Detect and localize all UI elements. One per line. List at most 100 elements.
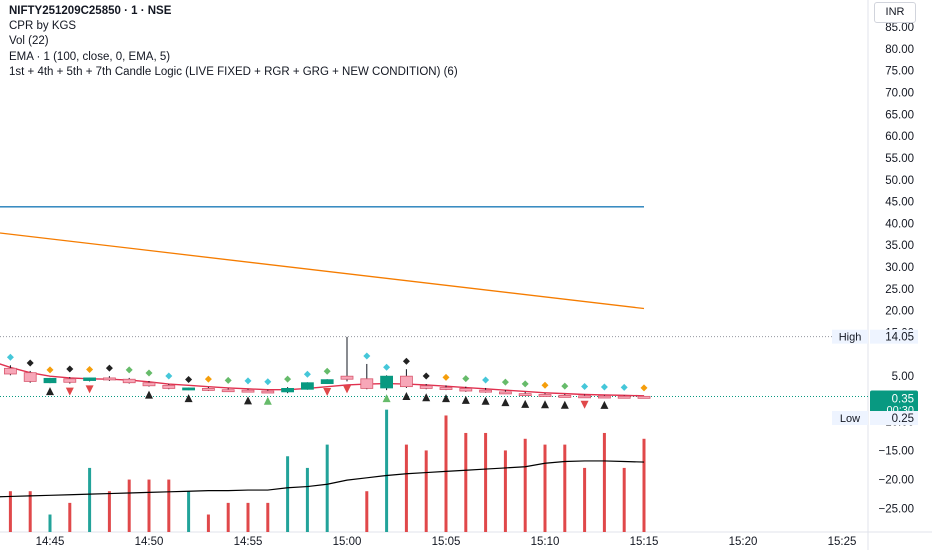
volume-bar bbox=[8, 491, 12, 532]
candle-body bbox=[498, 391, 512, 395]
volume-bar bbox=[444, 415, 448, 532]
candle-body bbox=[479, 389, 493, 393]
last-price-tag bbox=[870, 390, 918, 417]
time-tick-label: 14:50 bbox=[135, 536, 164, 548]
legend-volume[interactable]: Vol (22) bbox=[9, 35, 49, 48]
cpr-bottom-line bbox=[0, 232, 645, 310]
volume-ma-line bbox=[0, 460, 645, 499]
signal-diamond bbox=[442, 373, 450, 381]
legend-ema[interactable]: EMA · 1 (100, close, 0, EMA, 5) bbox=[9, 50, 171, 63]
price-tick-label: 85.00 bbox=[885, 22, 914, 34]
candle-body bbox=[83, 377, 96, 381]
signal-triangle bbox=[382, 394, 391, 403]
candle-body bbox=[419, 385, 433, 389]
signal-diamond bbox=[86, 365, 94, 373]
price-tick-label: 35.00 bbox=[885, 240, 914, 252]
signal-triangle bbox=[461, 395, 470, 404]
signal-diamond bbox=[185, 376, 193, 384]
volume-bar bbox=[503, 450, 507, 532]
signal-diamond bbox=[303, 370, 311, 378]
candle-body bbox=[340, 375, 354, 380]
candle-body bbox=[162, 384, 176, 389]
time-tick-label: 14:45 bbox=[36, 536, 65, 548]
candles bbox=[4, 336, 651, 399]
currency-button[interactable]: INR bbox=[874, 2, 916, 23]
price-tick-label: 20.00 bbox=[885, 306, 914, 318]
candle-body bbox=[300, 382, 314, 390]
signal-triangle bbox=[145, 390, 153, 399]
signal-diamond bbox=[561, 382, 569, 390]
volume-tick-label: −20.00 bbox=[879, 475, 915, 487]
volume-bar bbox=[246, 502, 250, 532]
candle-body bbox=[241, 389, 255, 393]
signal-triangle bbox=[244, 396, 252, 405]
legend-cpr[interactable]: CPR by KGS bbox=[9, 20, 77, 33]
volume-bar bbox=[622, 467, 626, 532]
signal-triangle bbox=[323, 388, 332, 397]
candle-body bbox=[142, 382, 156, 387]
candle-body bbox=[617, 395, 631, 399]
candle-body bbox=[261, 390, 275, 394]
volume-tick-label: −15.00 bbox=[879, 445, 915, 457]
signal-diamond bbox=[165, 372, 173, 380]
candle-body bbox=[578, 395, 591, 399]
signal-diamond bbox=[541, 381, 549, 389]
candle-body bbox=[598, 395, 611, 399]
candle-body bbox=[182, 387, 196, 391]
signal-diamond bbox=[363, 352, 371, 360]
signal-diamond bbox=[66, 365, 74, 373]
volume-bar bbox=[68, 502, 72, 532]
signal-triangle bbox=[521, 399, 530, 408]
candle-body bbox=[360, 378, 374, 389]
high-label: High bbox=[839, 332, 862, 344]
volume-bar bbox=[305, 467, 309, 532]
signal-diamond bbox=[284, 375, 292, 383]
signal-diamond bbox=[264, 378, 272, 386]
signal-diamond bbox=[462, 375, 470, 383]
signal-diamond bbox=[204, 375, 212, 383]
high-value: 14.05 bbox=[885, 332, 914, 344]
legend-symbol[interactable]: NIFTY251209C25850 · 1 · NSE bbox=[9, 5, 172, 17]
signal-triangle bbox=[580, 400, 589, 409]
low-label-bg bbox=[832, 411, 868, 425]
candle-body bbox=[518, 393, 532, 397]
signal-diamond bbox=[402, 357, 410, 365]
signal-diamond bbox=[244, 377, 252, 385]
candle-body bbox=[281, 387, 295, 393]
volume-bar bbox=[543, 444, 547, 532]
signal-diamond bbox=[521, 380, 529, 388]
signal-triangle bbox=[422, 393, 431, 402]
volume-bar bbox=[583, 467, 587, 532]
volume-bar bbox=[286, 456, 290, 532]
signal-diamond bbox=[105, 364, 113, 372]
candle-body bbox=[221, 389, 235, 393]
time-tick-label: 15:15 bbox=[630, 536, 659, 548]
signal-triangle bbox=[600, 400, 609, 409]
signal-triangle bbox=[560, 400, 569, 409]
signal-triangle bbox=[501, 398, 510, 407]
signal-triangle bbox=[541, 400, 549, 409]
legend-candle-logic[interactable]: 1st + 4th + 5th + 7th Candle Logic (LIVE… bbox=[9, 65, 458, 78]
price-axis: 85.00 80.00 75.00 70.00 65.00 60.00 55.00 50.00… bbox=[885, 22, 914, 383]
price-tick-label: 70.00 bbox=[885, 87, 914, 99]
volume-bar bbox=[107, 491, 111, 532]
volume-axis: −10.00−15.00−20.00−25.00 bbox=[879, 416, 915, 515]
candle-body bbox=[201, 387, 215, 391]
price-tick-label: 5.00 bbox=[892, 371, 914, 383]
candle-body bbox=[103, 377, 116, 381]
signal-triangle bbox=[402, 391, 411, 400]
candle-body bbox=[637, 395, 651, 399]
volume-bar bbox=[523, 438, 527, 532]
last-price-value: 0.35 bbox=[892, 393, 914, 405]
candle-body bbox=[439, 387, 453, 390]
price-tick-label: 40.00 bbox=[885, 218, 914, 230]
candle-body bbox=[380, 375, 394, 389]
signal-diamond bbox=[323, 367, 331, 375]
price-tick-label: 25.00 bbox=[885, 284, 914, 296]
signal-triangle bbox=[263, 396, 272, 405]
candle-body bbox=[399, 375, 413, 388]
ema-line bbox=[0, 363, 645, 397]
signal-diamond bbox=[600, 383, 608, 391]
candle-body bbox=[63, 378, 77, 383]
